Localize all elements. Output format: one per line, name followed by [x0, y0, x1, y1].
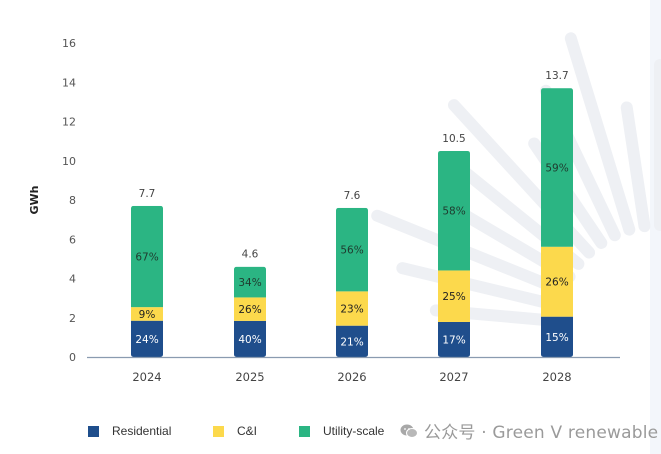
bar-segment-utility-scale-2024 [131, 205, 163, 308]
bar-segment-utility-scale-2028 [541, 88, 573, 247]
segment-label: 24% [135, 334, 158, 346]
y-axis-ticks: 0 2 4 6 8 10 12 14 16 [62, 37, 76, 364]
y-axis-label: GWh [28, 186, 41, 215]
y-tick-label: 16 [62, 37, 76, 50]
legend-item-ci: C&I [213, 424, 299, 438]
segment-label: 21% [340, 336, 363, 348]
bars: 24% 9% 67% 7.7 40% 26% 34% 4.6 21% 23% 56% 7.6 17% 25… [131, 70, 573, 357]
y-tick-label: 14 [62, 76, 76, 89]
watermark: 公众号 · Green V renewable [400, 418, 658, 443]
segment-label: 58% [442, 206, 465, 218]
x-tick-label: 2027 [439, 370, 468, 384]
bar-segment-c-i-2026 [336, 291, 368, 326]
segment-label: 34% [238, 277, 261, 289]
segment-label: 40% [238, 334, 261, 346]
watermark-text: 公众号 · Green V renewable [424, 423, 659, 443]
y-tick-label: 12 [62, 116, 76, 129]
x-tick-label: 2025 [235, 370, 264, 384]
segment-label: 59% [545, 162, 568, 174]
legend-label: C&I [237, 424, 258, 438]
total-label: 13.7 [545, 70, 568, 82]
segment-label: 25% [442, 291, 465, 303]
bar-segment-c-i-2028 [541, 246, 573, 317]
segment-label: 17% [442, 334, 465, 346]
sunburst-ray [620, 101, 651, 233]
bar-segment-c-i-2027 [438, 270, 470, 322]
bar-segment-residential-2026 [336, 325, 368, 357]
segment-label: 23% [340, 304, 363, 316]
y-tick-label: 10 [62, 155, 76, 168]
bar-segment-residential-2027 [438, 321, 470, 357]
sunburst-decoration [371, 32, 661, 327]
total-label: 10.5 [442, 133, 465, 145]
bar-stack-2024: 24% 9% 67% 7.7 [131, 188, 163, 357]
segment-label: 9% [139, 309, 156, 321]
y-tick-label: 4 [69, 273, 76, 286]
sunburst-ray [564, 32, 636, 236]
bar-segment-residential-2024 [131, 320, 163, 357]
bar-segment-utility-scale-2025 [234, 266, 266, 298]
x-axis-ticks: 2024 2025 2026 2027 2028 [132, 370, 571, 384]
bar-segment-c-i-2025 [234, 297, 266, 321]
y-tick-label: 6 [69, 233, 76, 246]
segment-label: 56% [340, 245, 363, 257]
x-tick-label: 2026 [337, 370, 366, 384]
bar-segment-utility-scale-2027 [438, 150, 470, 271]
sunburst-ray [396, 262, 564, 312]
legend-item-residential: Residential [88, 424, 213, 438]
total-label: 4.6 [242, 249, 259, 261]
segment-label: 67% [135, 252, 158, 264]
total-label: 7.7 [139, 188, 156, 200]
segment-label: 15% [545, 332, 568, 344]
wechat-icon [400, 424, 418, 438]
legend-swatch-utility-scale [299, 425, 310, 437]
segment-label: 26% [545, 277, 568, 289]
bar-stack-2027: 17% 25% 58% 10.5 [438, 133, 470, 357]
bar-segment-residential-2025 [234, 320, 266, 357]
legend-swatch-ci [213, 425, 224, 437]
total-label: 7.6 [344, 190, 361, 202]
bar-segment-utility-scale-2026 [336, 207, 368, 292]
legend-swatch-residential [88, 425, 99, 437]
y-tick-label: 0 [69, 351, 76, 364]
legend-item-utility-scale: Utility-scale [299, 424, 384, 438]
bar-segment-c-i-2024 [131, 307, 163, 321]
legend-label: Utility-scale [323, 424, 385, 438]
bar-segment-residential-2028 [541, 316, 573, 357]
legend: Residential C&I Utility-scale [88, 424, 384, 438]
bar-stack-2028: 15% 26% 59% 13.7 [541, 70, 573, 357]
y-tick-label: 2 [69, 312, 76, 325]
y-tick-label: 8 [69, 194, 76, 207]
x-tick-label: 2024 [132, 370, 161, 384]
x-tick-label: 2028 [542, 370, 571, 384]
bar-stack-2026: 21% 23% 56% 7.6 [336, 190, 368, 357]
legend-label: Residential [112, 424, 172, 438]
bar-stack-2025: 40% 26% 34% 4.6 [234, 249, 266, 357]
segment-label: 26% [238, 304, 261, 316]
